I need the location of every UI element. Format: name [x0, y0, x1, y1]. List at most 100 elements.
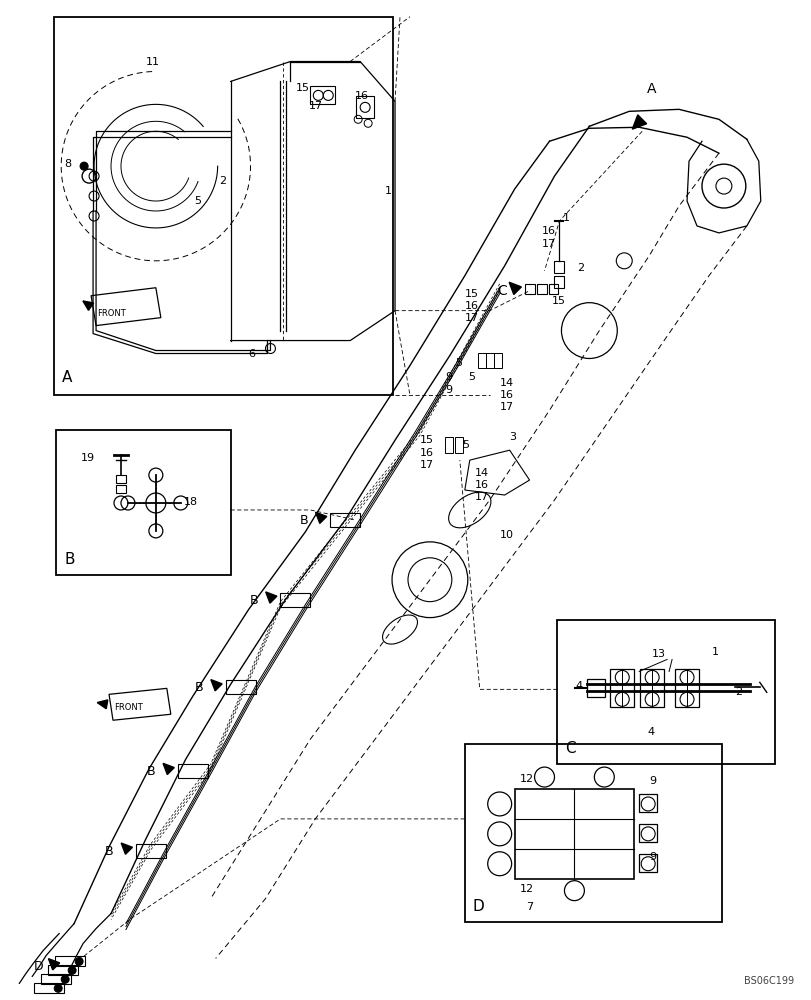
Text: 1: 1	[711, 647, 718, 657]
Bar	[554, 261, 564, 273]
Text: B: B	[249, 594, 258, 607]
Polygon shape	[265, 592, 277, 603]
Bar	[548, 284, 558, 294]
Text: 2: 2	[734, 687, 741, 697]
Text: 4: 4	[646, 727, 654, 737]
Polygon shape	[83, 301, 93, 310]
Text: 18: 18	[183, 497, 198, 507]
Text: 12: 12	[519, 884, 533, 894]
Bar	[610, 669, 633, 707]
Bar	[638, 794, 656, 812]
Bar	[135, 844, 165, 858]
Text: 17: 17	[464, 313, 478, 323]
Bar	[557, 620, 774, 764]
Text: 9: 9	[648, 776, 655, 786]
Text: 2: 2	[218, 176, 225, 186]
Bar	[178, 764, 208, 778]
Text: B: B	[147, 765, 156, 778]
Bar	[493, 353, 501, 368]
Bar	[477, 353, 485, 368]
Bar	[454, 437, 462, 453]
Text: 15: 15	[464, 289, 478, 299]
Text: 9: 9	[444, 385, 452, 395]
Bar	[280, 593, 310, 607]
Text: B: B	[299, 514, 307, 527]
Bar	[34, 983, 64, 993]
Circle shape	[68, 966, 76, 974]
Bar	[514, 789, 633, 879]
Bar	[330, 513, 360, 527]
Bar	[638, 824, 656, 842]
Text: 8: 8	[64, 159, 71, 169]
Circle shape	[80, 162, 88, 170]
Bar	[639, 669, 663, 707]
Polygon shape	[163, 763, 174, 775]
Bar	[356, 96, 374, 118]
Bar	[48, 965, 78, 975]
Text: 17: 17	[419, 460, 434, 470]
Bar	[485, 353, 493, 368]
Text: FRONT: FRONT	[114, 703, 143, 712]
Text: 14: 14	[474, 468, 488, 478]
Bar	[554, 276, 564, 288]
Circle shape	[54, 984, 62, 992]
Text: 12: 12	[519, 774, 533, 784]
Text: 19: 19	[81, 453, 95, 463]
Polygon shape	[315, 512, 326, 523]
Text: C: C	[497, 284, 507, 298]
Text: 17: 17	[499, 402, 513, 412]
Bar	[674, 669, 698, 707]
Text: 7: 7	[526, 902, 533, 912]
Text: 15: 15	[295, 83, 309, 93]
Text: 15: 15	[551, 296, 564, 306]
Text: 17: 17	[474, 492, 488, 502]
Polygon shape	[97, 700, 108, 709]
Text: 17: 17	[308, 101, 322, 111]
Text: 16: 16	[464, 301, 478, 311]
Polygon shape	[632, 115, 646, 129]
Bar	[444, 437, 453, 453]
Text: 5: 5	[461, 440, 468, 450]
Text: 6: 6	[248, 349, 255, 359]
Text: 16: 16	[354, 91, 369, 101]
Text: 3: 3	[509, 432, 516, 442]
Polygon shape	[109, 688, 170, 720]
Bar	[536, 284, 546, 294]
Bar	[464, 744, 721, 922]
Polygon shape	[121, 843, 132, 854]
Polygon shape	[91, 288, 161, 326]
Text: 15: 15	[419, 435, 433, 445]
Text: 16: 16	[474, 480, 488, 490]
Bar	[56, 430, 230, 575]
Text: D: D	[33, 960, 43, 973]
Text: 16: 16	[541, 226, 555, 236]
Text: 1: 1	[384, 186, 392, 196]
Text: 1: 1	[562, 213, 569, 223]
Bar	[116, 485, 126, 493]
Text: 13: 13	[651, 649, 665, 659]
Circle shape	[75, 957, 83, 965]
Bar	[638, 854, 656, 872]
Circle shape	[61, 975, 69, 983]
Text: 9: 9	[444, 372, 452, 382]
Text: 5: 5	[194, 196, 200, 206]
Polygon shape	[211, 680, 222, 691]
Text: 10: 10	[499, 530, 513, 540]
Text: B: B	[195, 681, 203, 694]
Text: B: B	[105, 845, 114, 858]
Text: 9: 9	[648, 852, 655, 862]
Bar	[310, 86, 335, 104]
Text: FRONT: FRONT	[97, 309, 126, 318]
Text: 5: 5	[454, 358, 461, 368]
Text: 5: 5	[467, 372, 474, 382]
Bar	[54, 17, 393, 395]
Bar	[524, 284, 534, 294]
Text: C: C	[564, 741, 575, 756]
Text: B: B	[64, 552, 75, 567]
Text: 17: 17	[541, 239, 555, 249]
Text: 2: 2	[577, 263, 584, 273]
Text: A: A	[62, 370, 72, 385]
Bar	[55, 956, 85, 966]
Text: 16: 16	[419, 448, 433, 458]
Bar	[225, 680, 255, 694]
